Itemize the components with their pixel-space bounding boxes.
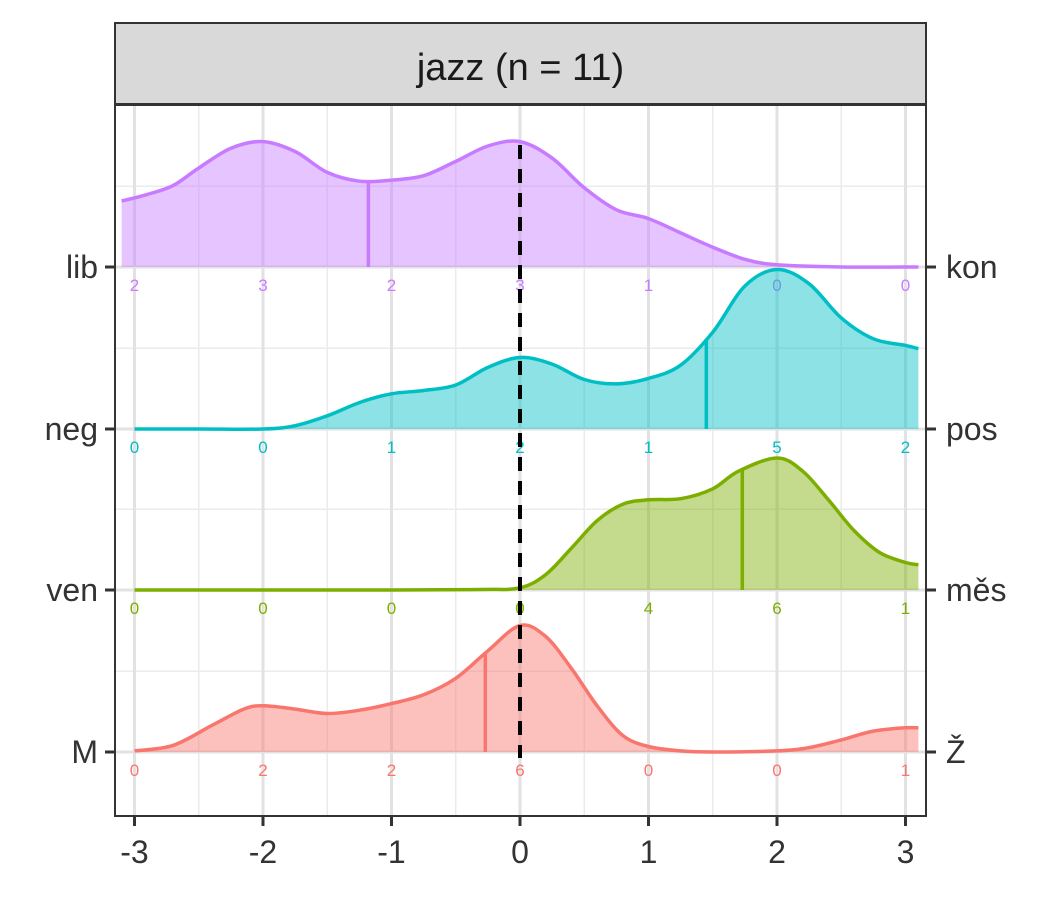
density-area [134, 269, 919, 430]
count-label: 1 [387, 438, 396, 457]
y-tick-label-left: ven [46, 572, 98, 608]
count-label: 0 [772, 276, 781, 295]
count-label: 2 [901, 438, 910, 457]
density-area [134, 458, 919, 591]
count-label: 5 [772, 438, 781, 457]
count-label: 1 [644, 438, 653, 457]
y-tick-label-right: kon [946, 249, 998, 285]
density-line [121, 139, 919, 269]
density-line [134, 456, 919, 592]
y-tick-label-right: Ž [946, 734, 966, 770]
count-label: 1 [901, 599, 910, 618]
x-tick-label: 3 [897, 834, 915, 870]
count-label: 0 [130, 438, 139, 457]
y-tick-label-right: měs [946, 572, 1006, 608]
density-area [134, 624, 919, 752]
x-axis: -3 -2 -1 0 1 2 3 [120, 816, 914, 870]
facet-title: jazz (n = 11) [416, 47, 624, 89]
x-tick-label: 1 [640, 834, 658, 870]
count-label: 2 [387, 761, 396, 780]
count-label: 2 [130, 276, 139, 295]
count-label: 4 [644, 599, 653, 618]
count-label: 2 [258, 761, 267, 780]
count-label: 0 [130, 761, 139, 780]
y-tick-label-left: M [71, 734, 98, 770]
x-tick-label: -2 [249, 834, 277, 870]
x-tick-label: 0 [511, 834, 529, 870]
y-axis-right: kon pos měs Ž [926, 249, 1006, 770]
count-label: 0 [258, 599, 267, 618]
y-tick-label-right: pos [946, 411, 998, 447]
count-label: 6 [515, 761, 524, 780]
y-tick-label-left: lib [66, 249, 98, 285]
count-label: 0 [644, 761, 653, 780]
count-label: 0 [258, 438, 267, 457]
count-label: 1 [901, 761, 910, 780]
count-label: 0 [772, 761, 781, 780]
x-tick-label: -1 [377, 834, 405, 870]
series-M-Ž: 0 2 2 6 0 0 1 [130, 623, 919, 780]
y-tick-label-left: neg [45, 411, 98, 447]
count-label: 2 [387, 276, 396, 295]
count-label: 3 [515, 276, 524, 295]
density-line [134, 623, 919, 754]
series-neg-pos: 0 0 1 2 1 5 2 [130, 267, 919, 457]
y-axis-left: lib neg ven M [45, 249, 115, 770]
count-label: 3 [258, 276, 267, 295]
x-tick-label: 2 [768, 834, 786, 870]
count-label: 0 [130, 599, 139, 618]
count-label: 1 [644, 276, 653, 295]
x-tick-label: -3 [120, 834, 148, 870]
density-line [134, 267, 919, 432]
count-label: 2 [515, 438, 524, 457]
facet-strip [114, 22, 927, 105]
count-label: 0 [901, 276, 910, 295]
count-label: 0 [387, 599, 396, 618]
count-label: 6 [772, 599, 781, 618]
